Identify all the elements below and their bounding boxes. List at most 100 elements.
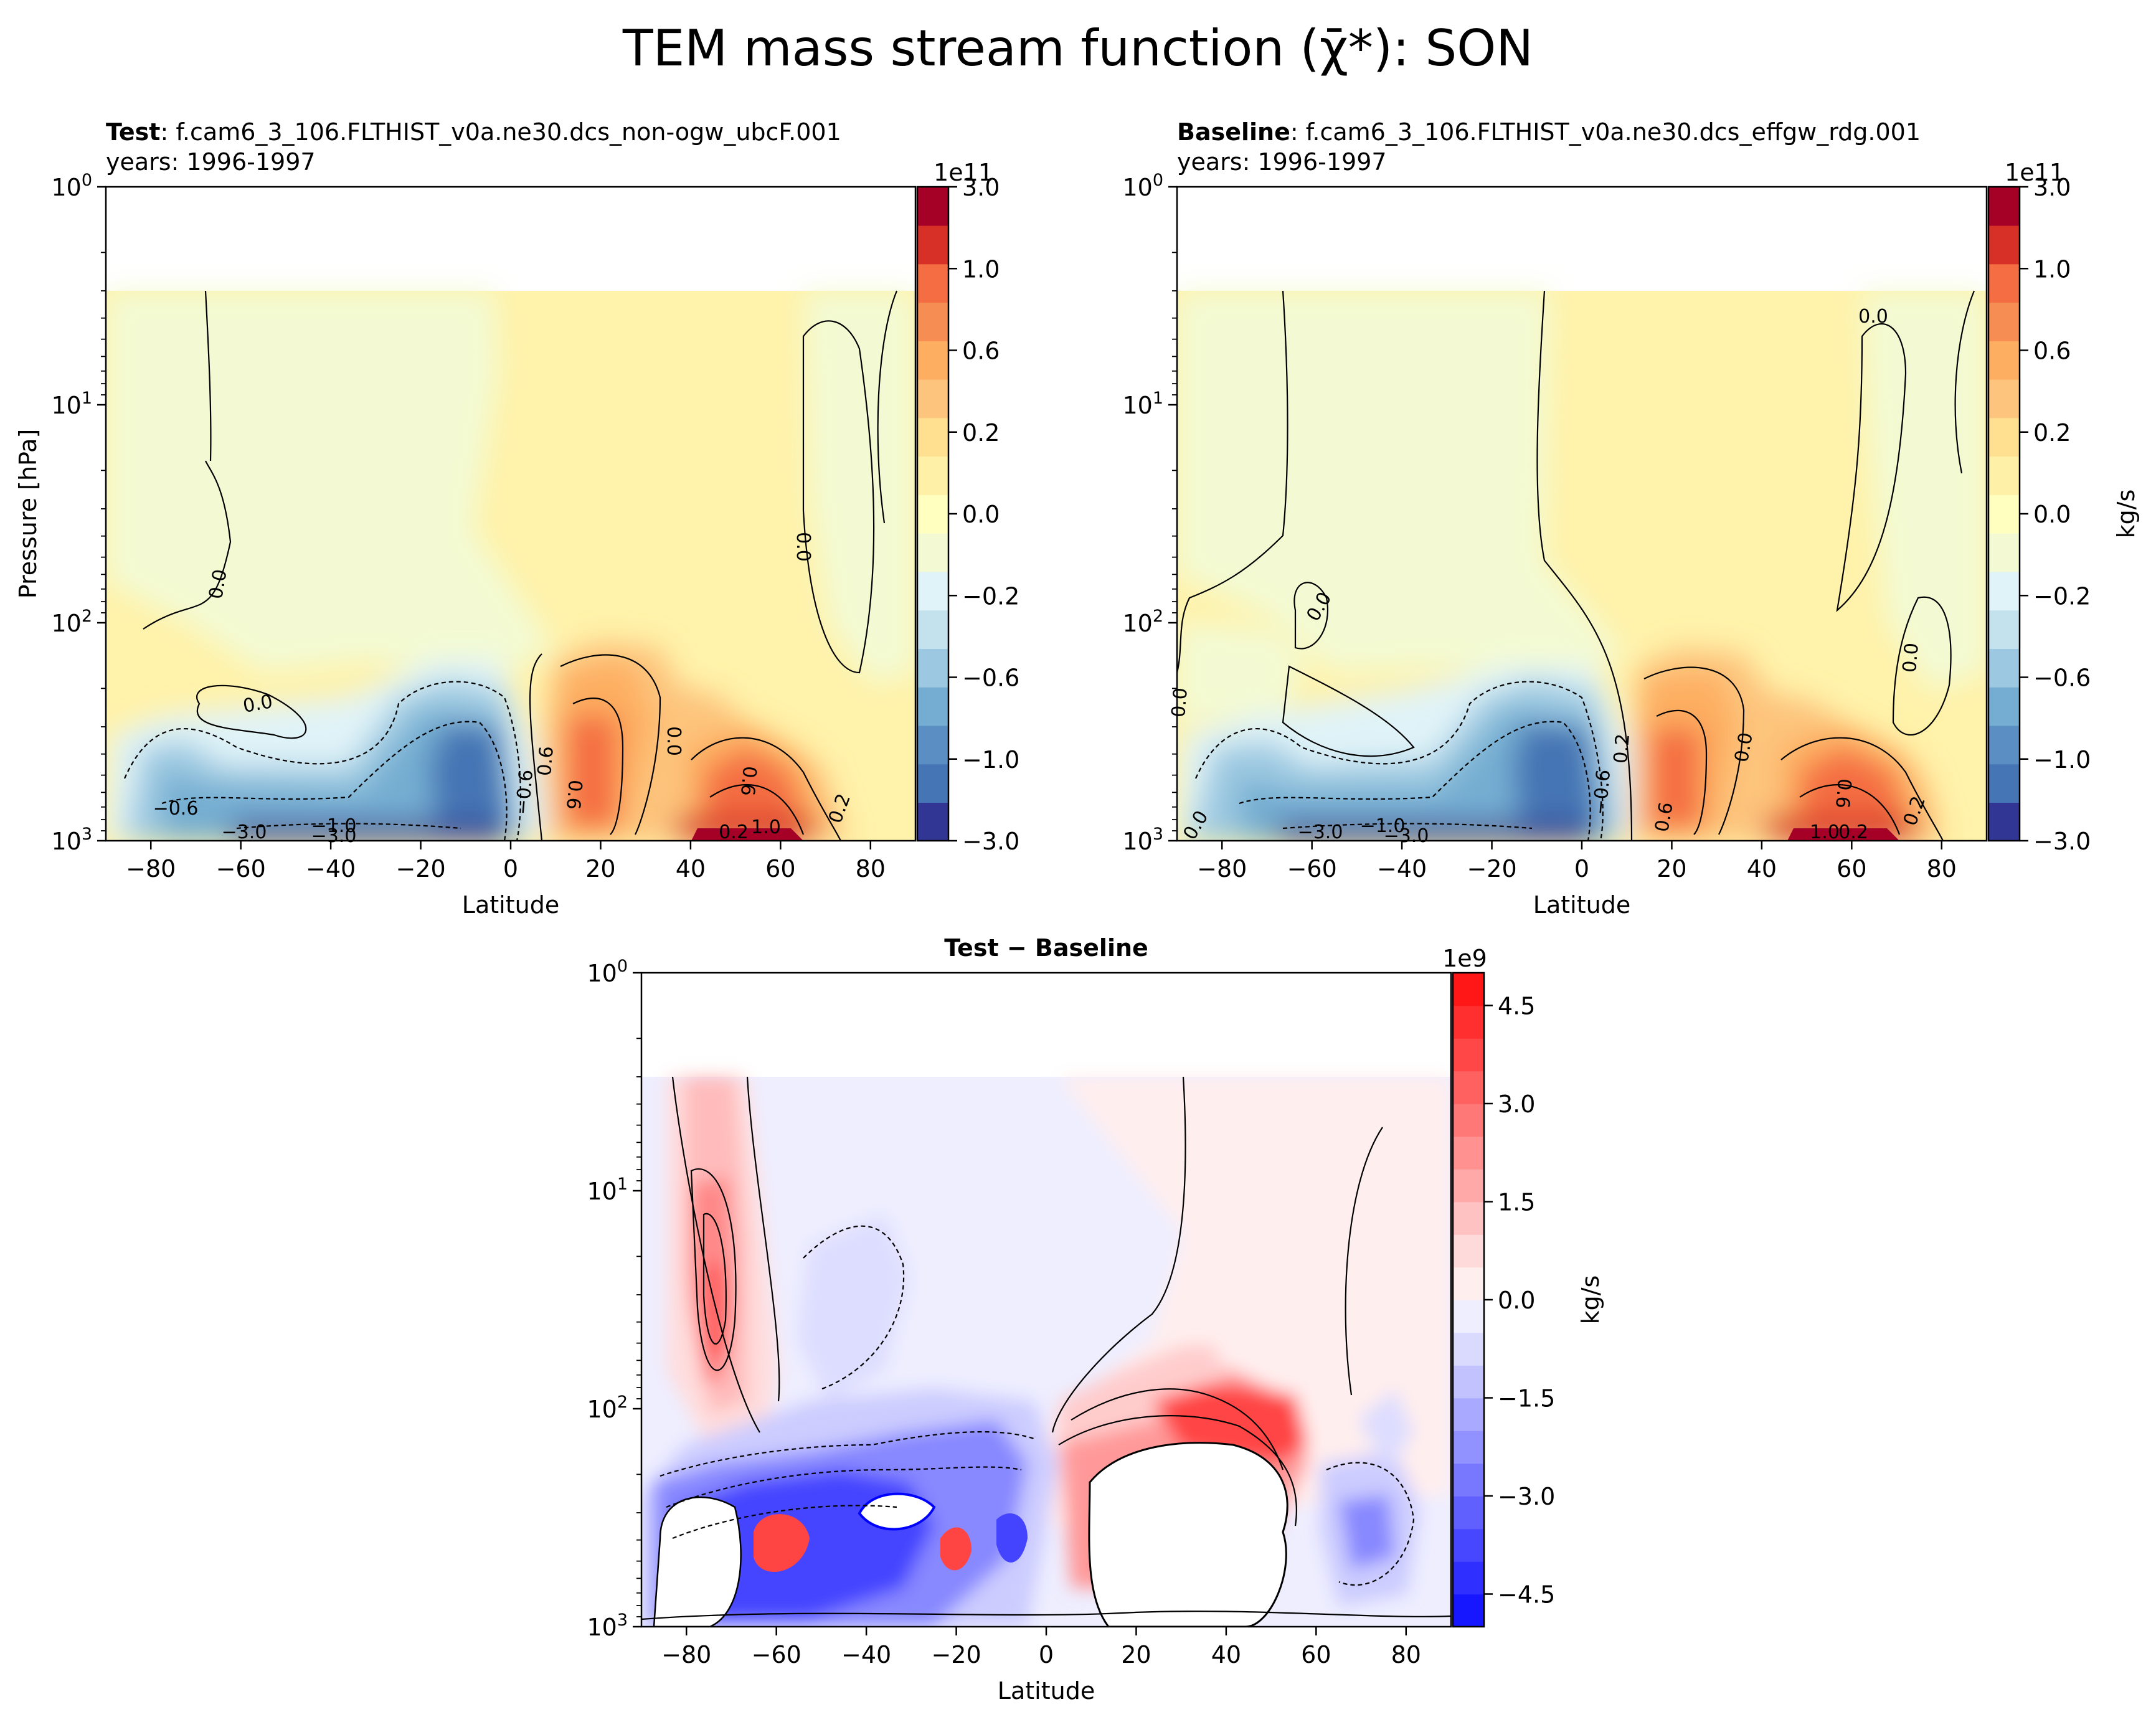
- x-tick-label: −80: [1197, 855, 1247, 882]
- x-tick-label: 60: [1301, 1641, 1331, 1668]
- y-tick-label: 100: [51, 171, 92, 201]
- x-tick-label: −40: [841, 1641, 891, 1668]
- y-tick-label: 103: [1122, 825, 1163, 855]
- contour-label: −1.0: [1360, 815, 1406, 837]
- colorbar-swatch: [1988, 302, 2020, 341]
- colorbar-swatch: [917, 725, 948, 765]
- x-tick-label: 80: [1391, 1641, 1421, 1668]
- colorbar-swatch: [917, 532, 948, 572]
- colorbar-swatch: [917, 571, 948, 611]
- x-tick-label: 40: [676, 855, 706, 882]
- panel-baseline: Baseline: f.cam6_3_106.FLTHIST_v0a.ne30.…: [1122, 118, 2140, 919]
- contour-label: 0.0: [1168, 687, 1192, 719]
- x-axis-label: Latitude: [998, 1677, 1095, 1705]
- test-contourf: [106, 290, 915, 841]
- contour-label: 0.6: [562, 779, 586, 811]
- colorbar-tick-label: −0.6: [962, 665, 1019, 692]
- colorbar-tick-label: 1.0: [962, 255, 1000, 283]
- colorbar-swatch: [1988, 802, 2020, 841]
- x-tick-label: −80: [126, 855, 176, 882]
- colorbar-tick-label: 0.6: [962, 338, 1000, 365]
- contour-label: −3.0: [1384, 825, 1429, 847]
- contour-label: 0.6: [736, 765, 760, 797]
- contour-label: −1.0: [311, 815, 357, 837]
- y-tick-label: 101: [1122, 389, 1163, 419]
- x-tick-label: 80: [856, 855, 886, 882]
- colorbar-swatch: [1453, 1463, 1484, 1497]
- y-axis-label: Pressure [hPa]: [14, 429, 42, 599]
- colorbar-swatch: [1453, 1201, 1484, 1235]
- contour-label: 0.0: [1899, 642, 1923, 674]
- colorbar-swatch: [1988, 494, 2020, 534]
- x-tick-label: −20: [931, 1641, 981, 1668]
- y-tick-label: 101: [51, 389, 92, 419]
- y-tick-label: 102: [587, 1393, 628, 1423]
- contour-label: 1.0: [1810, 821, 1840, 843]
- colorbar-swatch: [917, 302, 948, 341]
- colorbar-swatch: [1453, 1267, 1484, 1300]
- colorbar-swatch: [1988, 764, 2020, 803]
- colorbar-swatch: [1988, 456, 2020, 495]
- x-tick-label: 60: [1837, 855, 1866, 882]
- contour-label: 0.2: [1838, 821, 1868, 843]
- colorbar-swatch: [1988, 610, 2020, 649]
- colorbar-swatch: [917, 802, 948, 841]
- colorbar-swatch: [917, 187, 948, 226]
- colorbar-tick-label: 0.6: [2033, 338, 2071, 365]
- colorbar-swatch: [1453, 1496, 1484, 1530]
- colorbar-swatch: [917, 648, 948, 688]
- panel-baseline-axes: −80 −60 −40 −20 0 20 40 60 80 103 102 101 100 Latitu…: [1122, 171, 1988, 919]
- panel-test: Test: f.cam6_3_106.FLTHIST_v0a.ne30.dcs_…: [14, 118, 1019, 919]
- colorbar-tick-label: 1.0: [2033, 255, 2071, 283]
- colorbar-swatch: [1988, 263, 2020, 303]
- colorbar-swatch: [1453, 1136, 1484, 1170]
- y-tick-label: 103: [51, 825, 92, 855]
- contour-label: 0.2: [719, 821, 749, 843]
- contour-label: −0.6: [153, 798, 199, 820]
- panel-test-title: Test: f.cam6_3_106.FLTHIST_v0a.ne30.dcs_…: [106, 118, 841, 146]
- colorbar-swatch: [917, 341, 948, 380]
- difference-contourf: [641, 1076, 1451, 1627]
- colorbar-tick-label: −1.5: [1498, 1385, 1555, 1412]
- colorbar-swatch: [1988, 532, 2020, 572]
- panel-test-subtitle: years: 1996-1997: [106, 148, 316, 176]
- colorbar-swatch: [1453, 1528, 1484, 1562]
- contour-label: 1.0: [751, 816, 781, 838]
- colorbar-swatch: [1988, 187, 2020, 226]
- x-tick-label: 0: [503, 855, 518, 882]
- colorbar-swatch: [1988, 341, 2020, 380]
- contour-label: 0.0: [1731, 731, 1757, 764]
- colorbar-tick-label: −1.0: [2033, 746, 2091, 773]
- colorbar-swatch: [1453, 1365, 1484, 1399]
- colorbar-swatch: [1453, 1234, 1484, 1268]
- x-tick-label: 80: [1927, 855, 1957, 882]
- colorbar-exponent: 1e9: [1442, 945, 1487, 972]
- x-tick-label: −40: [1377, 855, 1427, 882]
- contour-label: 0.6: [534, 745, 558, 777]
- panel-difference-colorbar: 4.5 3.0 1.5 0.0 −1.5 −3.0 −4.5 1e9 kg/s: [1442, 945, 1604, 1628]
- colorbar-tick-label: 0.0: [1498, 1287, 1535, 1314]
- y-tick-label: 100: [587, 957, 628, 987]
- colorbar-swatch: [1988, 571, 2020, 611]
- colorbar-swatch: [1453, 1038, 1484, 1072]
- colorbar-swatch: [1453, 1071, 1484, 1104]
- panel-baseline-subtitle: years: 1996-1997: [1177, 148, 1387, 176]
- colorbar-swatch: [1453, 1561, 1484, 1595]
- panel-baseline-colorbar: 3.0 1.0 0.6 0.2 0.0 −0.2 −0.6 −1.0 −3.0 1e11 kg/…: [1987, 159, 2140, 855]
- colorbar-swatch: [917, 225, 948, 265]
- contour-label: 0.0: [1858, 306, 1888, 328]
- colorbar-swatch: [1453, 1332, 1484, 1366]
- contour-label: −3.0: [1298, 821, 1343, 843]
- panel-baseline-title: Baseline: f.cam6_3_106.FLTHIST_v0a.ne30.…: [1177, 118, 1921, 146]
- colorbar-swatch: [1988, 648, 2020, 688]
- colorbar-tick-label: −4.5: [1498, 1581, 1555, 1609]
- colorbar-tick-label: 3.0: [2033, 174, 2071, 201]
- x-tick-label: −80: [661, 1641, 711, 1668]
- panel-baseline-contour-labels: 0.0 0.0 0.0 0.0 −3.0 −1.0 −3.0 −0.6 0.2 …: [1168, 306, 1930, 847]
- contour-label: 0.6: [1651, 801, 1678, 834]
- colorbar-swatch: [1453, 1104, 1484, 1137]
- colorbar-swatch: [917, 764, 948, 803]
- contour-label: 0.6: [1831, 778, 1855, 810]
- y-tick-label: 101: [587, 1175, 628, 1205]
